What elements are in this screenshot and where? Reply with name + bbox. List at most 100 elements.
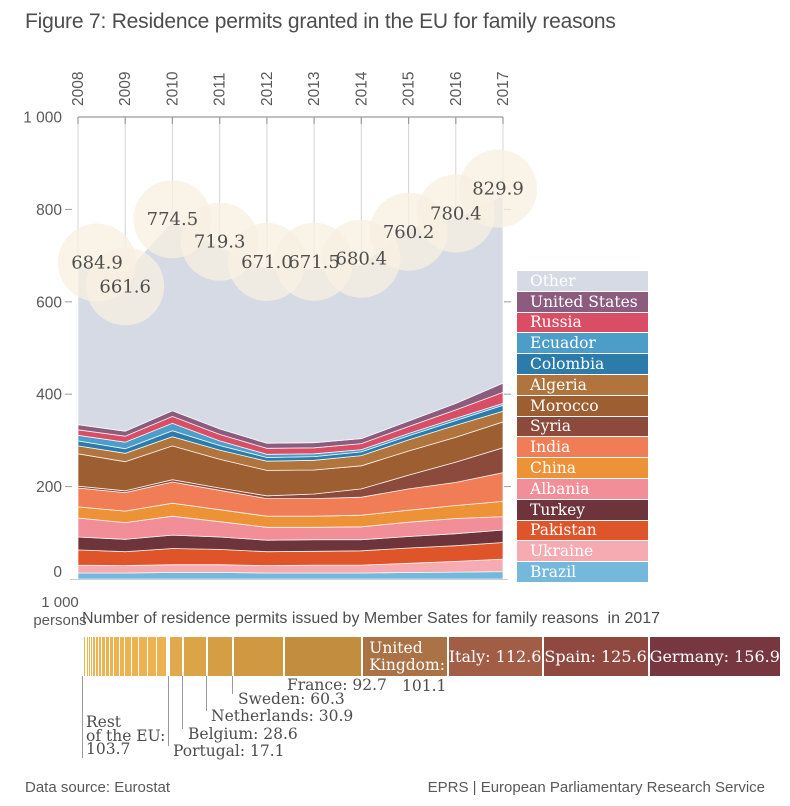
small-country-stripe: [85, 637, 88, 676]
total-label: 780.4: [430, 204, 482, 225]
legend-item-ecuador: Ecuador: [517, 333, 648, 355]
bar-below-label-france-92-7: France: 92.7: [287, 676, 387, 694]
bar-below-label-line: France: 92.7: [287, 676, 387, 694]
data-source-label: Data source: Eurostat: [25, 779, 171, 796]
y-tick-label: 200: [36, 479, 62, 496]
y-tick-label: 1 000: [23, 110, 62, 127]
bar-below-label-line: Portugal: 17.1: [173, 742, 285, 760]
rest-of-eu-stripes: [80, 637, 168, 676]
bar-below-label-line: Netherlands: 30.9: [211, 707, 354, 725]
small-country-stripe: [82, 637, 84, 676]
bar-segment-france: [283, 637, 362, 676]
total-label: 829.9: [472, 179, 524, 200]
bar-below-label-line: of the EU:: [86, 726, 166, 745]
bar-segment-rest-of-the-eu: [80, 637, 168, 676]
small-country-stripe: [93, 637, 96, 676]
total-label: 671.5: [288, 252, 340, 273]
legend: Other United States Russia Ecuador Colombia A…: [517, 271, 648, 583]
leader-line: [206, 676, 208, 711]
legend-item-albania: Albania: [517, 478, 648, 500]
small-country-stripe: [125, 637, 132, 676]
bar-chart-title: Number of residence permits issued by Me…: [82, 610, 661, 627]
y-axis-unit-line2: persons: [33, 612, 87, 629]
y-tick-label: 800: [36, 202, 62, 219]
legend-item-india: India: [517, 437, 648, 459]
small-country-stripe: [109, 637, 115, 676]
small-country-stripe: [84, 637, 86, 676]
year-label: 2017: [495, 72, 512, 106]
small-country-stripe: [91, 637, 94, 676]
legend-item-ukraine: Ukraine: [517, 541, 648, 563]
bar-segment-label: Spain: 125.6: [544, 647, 647, 666]
bar-segment-label: Germany: 156.9: [649, 647, 780, 666]
bar-segment-italy: Italy: 112.6: [446, 637, 542, 676]
legend-item-turkey: Turkey: [517, 499, 648, 521]
legend-item-algeria: Algeria: [517, 374, 648, 396]
legend-item-brazil: Brazil: [517, 562, 648, 583]
legend-item-colombia: Colombia: [517, 354, 648, 375]
bar-below-label-portugal-17-1: Portugal: 17.1: [173, 742, 285, 760]
figure-title: Figure 7: Residence permits granted in t…: [25, 10, 616, 33]
year-label: 2013: [306, 72, 323, 106]
bar-segment-sweden: [232, 637, 284, 676]
total-label: 719.3: [194, 232, 246, 253]
small-country-stripe: [139, 637, 148, 676]
legend-item-russia: Russia: [517, 312, 648, 334]
bar-below-label-rest: Rest of the EU: 103.7: [86, 715, 166, 758]
small-country-stripe: [105, 637, 110, 676]
small-country-stripe: [87, 637, 90, 676]
bar-below-label-line: 101.1: [402, 677, 447, 695]
year-label: 2014: [353, 71, 370, 106]
small-country-stripe: [81, 637, 82, 676]
bar-segment-spain: Spain: 125.6: [541, 637, 648, 676]
small-country-stripe: [147, 637, 157, 676]
y-tick-label: 0: [53, 564, 62, 581]
total-label: 671.0: [241, 252, 293, 273]
year-label: 2012: [259, 72, 276, 106]
year-label: 2009: [117, 72, 134, 106]
bar-segment-united-kingdom: United Kingdom:: [361, 637, 447, 676]
legend-item-pakistan: Pakistan: [517, 520, 648, 542]
bar-segment-netherlands: [206, 637, 233, 676]
bar-segment-germany: Germany: 156.9: [647, 637, 780, 676]
member-states-bar: United Kingdom: Italy: 112.6 Spain: 125.6 Ge…: [80, 637, 780, 676]
bar-below-label-netherlands-30-9: Netherlands: 30.9: [211, 707, 354, 725]
small-country-stripe: [102, 637, 106, 676]
bar-segment-portugal: [167, 637, 182, 676]
small-country-stripe: [80, 637, 81, 676]
y-tick-label: 600: [36, 294, 62, 311]
year-label: 2011: [212, 73, 229, 106]
leader-line: [181, 676, 183, 729]
bar-segment-label: Italy: 112.6: [448, 647, 542, 666]
leader-line: [167, 676, 169, 746]
year-label: 2010: [164, 71, 181, 106]
legend-item-united-states: United States: [517, 291, 648, 313]
y-axis-unit-line1: 1 000: [41, 594, 79, 611]
total-label: 774.5: [147, 209, 199, 230]
small-country-stripe: [119, 637, 126, 676]
total-label: 684.9: [71, 253, 123, 274]
bar-segment-label: United Kingdom:: [369, 639, 445, 674]
bar-below-label-line: Sweden: 60.3: [238, 690, 345, 708]
bar-below-label-line: 103.7: [86, 740, 131, 758]
small-country-stripe: [83, 637, 85, 676]
small-country-stripe: [131, 637, 140, 676]
bar-segment-belgium: [181, 637, 206, 676]
small-country-stripe: [114, 637, 120, 676]
year-label: 2016: [448, 72, 465, 106]
leader-line: [82, 676, 83, 758]
legend-item-china: China: [517, 458, 648, 479]
bar-below-label-belgium-28-6: Belgium: 28.6: [188, 727, 298, 742]
bar-below-label-101-1: 101.1: [402, 677, 447, 695]
total-bubble: [86, 247, 165, 326]
eprs-credit-label: EPRS | European Parliamentary Research S…: [427, 779, 765, 796]
small-country-stripe: [98, 637, 103, 676]
total-bubble: [459, 149, 537, 228]
legend-item-syria: Syria: [517, 416, 648, 438]
legend-item-morocco: Morocco: [517, 395, 648, 417]
year-label: 2015: [401, 72, 418, 106]
legend-item-other: Other: [517, 271, 648, 292]
y-tick-label: 400: [36, 387, 62, 404]
small-country-stripe: [95, 637, 99, 676]
